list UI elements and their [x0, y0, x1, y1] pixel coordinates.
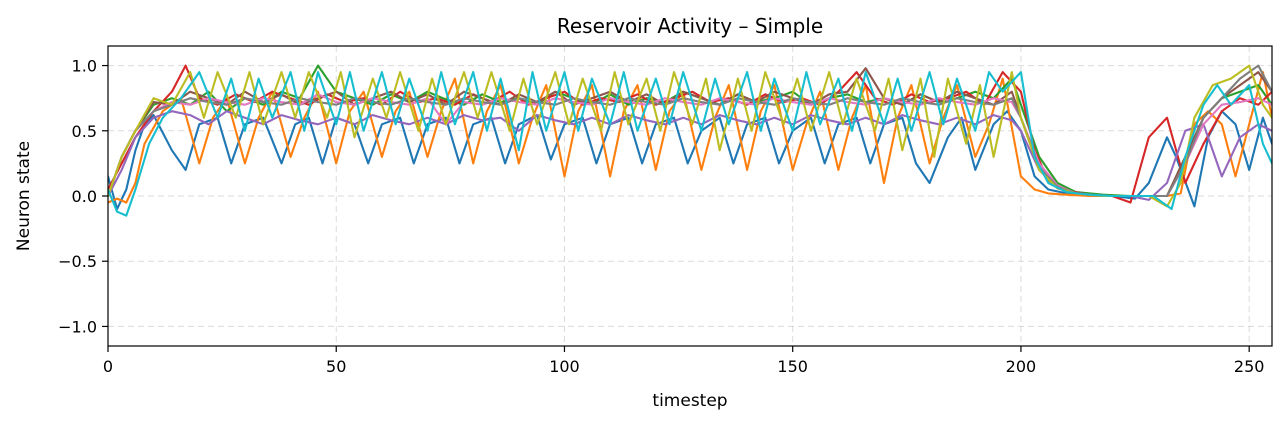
- axis-ticks: 0 50 100 150 200 250 −1.0 −0.5 0.0 0.5 1.0: [58, 57, 1264, 376]
- y-tick-label: −0.5: [58, 252, 97, 271]
- x-tick-label: 100: [549, 357, 580, 376]
- series-line-10: [108, 71, 1272, 217]
- y-tick-label: 0.0: [72, 187, 97, 206]
- series-line-1: [108, 110, 1272, 211]
- x-tick-label: 250: [1234, 357, 1265, 376]
- chart-title: Reservoir Activity – Simple: [557, 14, 823, 38]
- y-tick-label: 1.0: [72, 57, 97, 76]
- series-lines: [108, 64, 1272, 217]
- x-axis-label: timestep: [652, 391, 727, 411]
- series-line-9: [108, 64, 1272, 208]
- y-tick-label: −1.0: [58, 317, 97, 336]
- x-tick-label: 200: [1006, 357, 1037, 376]
- x-tick-label: 0: [103, 357, 113, 376]
- series-line-4: [108, 64, 1272, 204]
- y-axis-label: Neuron state: [14, 141, 34, 251]
- series-line-7: [108, 93, 1272, 198]
- y-tick-label: 0.5: [72, 122, 97, 141]
- x-tick-label: 150: [777, 357, 808, 376]
- x-tick-label: 50: [326, 357, 346, 376]
